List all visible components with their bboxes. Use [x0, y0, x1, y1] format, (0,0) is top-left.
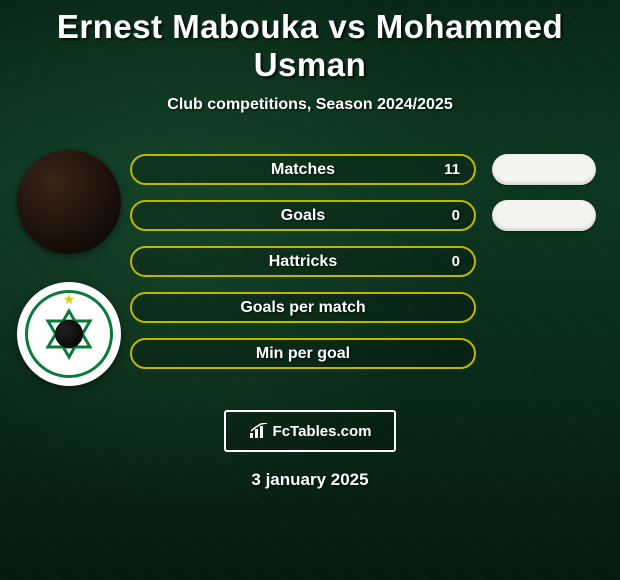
- stat-bar-goals: Goals 0: [130, 200, 476, 231]
- stat-bar-min-per-goal: Min per goal: [130, 338, 476, 369]
- stat-label: Hattricks: [269, 253, 337, 271]
- brand-box: FcTables.com: [224, 410, 396, 452]
- club-badge-ring: ★: [25, 290, 113, 378]
- club-badge-center: [40, 305, 98, 363]
- club-ball-icon: [40, 305, 98, 363]
- player-avatar: [17, 150, 121, 254]
- stat-value: 0: [452, 207, 460, 224]
- opponent-pill-matches: [492, 154, 596, 185]
- brand-text: FcTables.com: [273, 423, 372, 440]
- stat-value: 0: [452, 253, 460, 270]
- stat-label: Goals: [281, 207, 325, 225]
- left-column: ★: [0, 150, 130, 386]
- stat-bar-hattricks: Hattricks 0: [130, 246, 476, 277]
- page-title: Ernest Mabouka vs Mohammed Usman: [0, 8, 620, 84]
- page-subtitle: Club competitions, Season 2024/2025: [167, 96, 452, 114]
- comparison-row: ★ Mat: [0, 150, 620, 386]
- chart-icon: [249, 423, 269, 439]
- stats-column: Matches 11 Goals 0 Hattricks 0 Goals per…: [130, 150, 476, 369]
- stat-value: 11: [444, 161, 460, 178]
- stat-bar-matches: Matches 11: [130, 154, 476, 185]
- stat-label: Matches: [271, 161, 335, 179]
- stat-label: Min per goal: [256, 345, 350, 363]
- stat-bar-goals-per-match: Goals per match: [130, 292, 476, 323]
- date-text: 3 january 2025: [251, 470, 368, 490]
- club-badge: ★: [17, 282, 121, 386]
- opponent-pill-goals: [492, 200, 596, 231]
- right-column: [476, 150, 611, 231]
- stat-label: Goals per match: [240, 299, 365, 317]
- content-wrapper: Ernest Mabouka vs Mohammed Usman Club co…: [0, 0, 620, 490]
